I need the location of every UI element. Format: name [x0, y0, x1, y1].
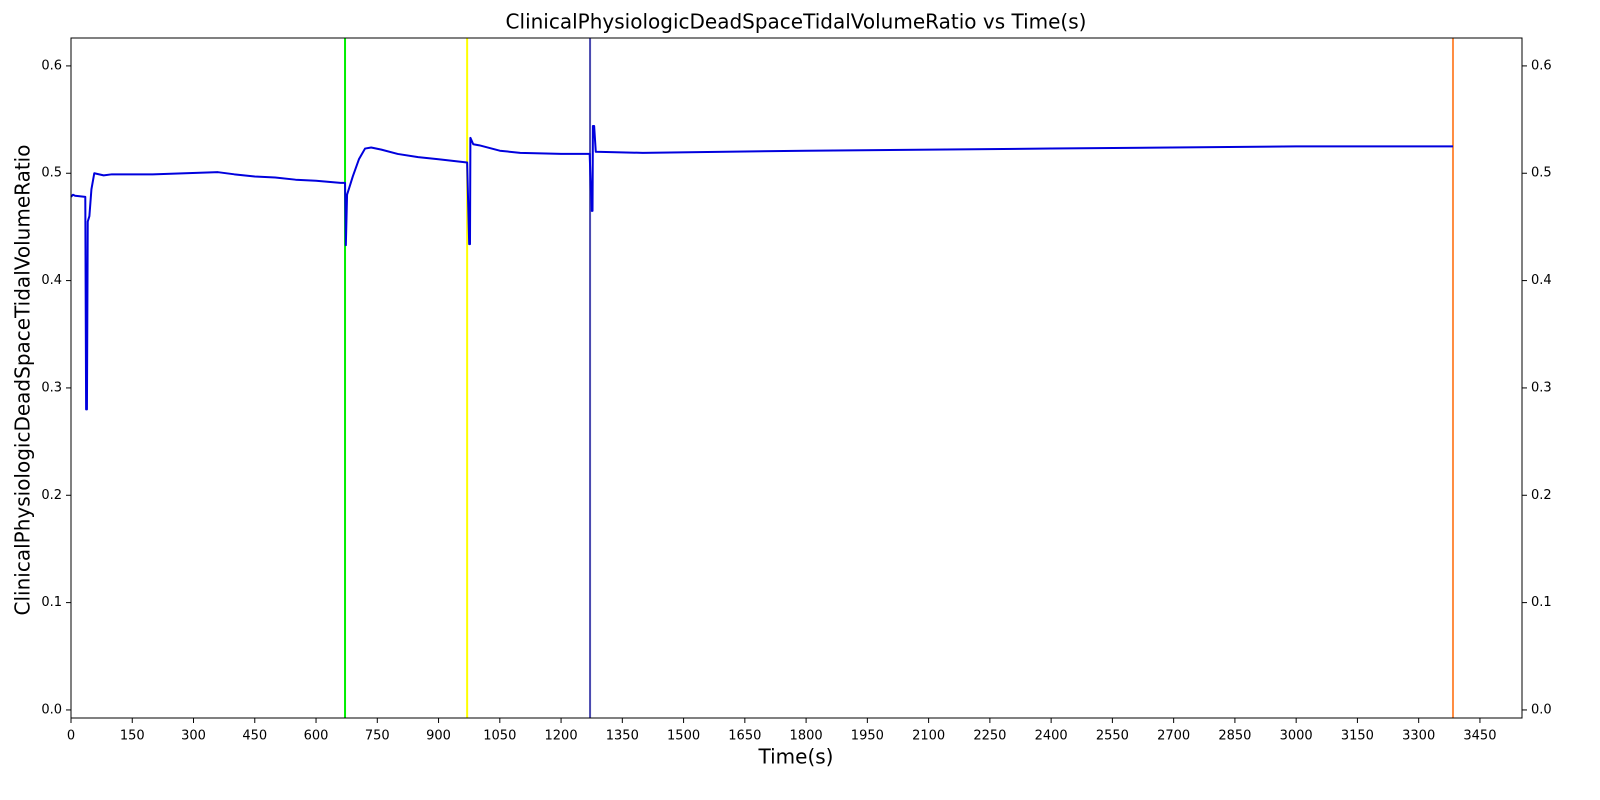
x-tick-label: 3450 — [1463, 729, 1496, 744]
y-axis-label: ClinicalPhysiologicDeadSpaceTidalVolumeR… — [11, 145, 35, 616]
x-tick-label: 150 — [120, 729, 145, 744]
y2-tick-label: 0.2 — [1531, 488, 1552, 503]
x-tick-label: 2700 — [1157, 729, 1190, 744]
chart-title: ClinicalPhysiologicDeadSpaceTidalVolumeR… — [506, 10, 1087, 34]
x-tick-label: 1800 — [790, 729, 823, 744]
y2-tick-label: 0.4 — [1531, 273, 1552, 288]
y-tick-label: 0.3 — [41, 380, 62, 395]
x-tick-label: 600 — [304, 729, 329, 744]
y-tick-label: 0.6 — [41, 58, 62, 73]
y-tick-label: 0.1 — [41, 595, 62, 610]
y2-tick-label: 0.3 — [1531, 380, 1552, 395]
plot-frame — [70, 37, 1523, 719]
x-tick-label: 750 — [365, 729, 390, 744]
x-tick-label: 450 — [242, 729, 267, 744]
y-tick-label: 0.4 — [41, 273, 62, 288]
x-tick-label: 2550 — [1096, 729, 1129, 744]
y-tick-label: 0.2 — [41, 488, 62, 503]
y-tick-label: 0.0 — [41, 702, 62, 717]
y-tick-label: 0.5 — [41, 166, 62, 181]
x-tick-label: 1500 — [667, 729, 700, 744]
x-tick-label: 3300 — [1402, 729, 1435, 744]
x-tick-label: 2100 — [912, 729, 945, 744]
x-tick-label: 1200 — [545, 729, 578, 744]
y2-tick-label: 0.0 — [1531, 702, 1552, 717]
y2-tick-label: 0.5 — [1531, 166, 1552, 181]
x-tick-label: 1350 — [606, 729, 639, 744]
x-tick-label: 1050 — [483, 729, 516, 744]
x-tick-label: 1650 — [728, 729, 761, 744]
x-tick-label: 900 — [426, 729, 451, 744]
data-line — [70, 125, 1453, 411]
x-tick-label: 2250 — [973, 729, 1006, 744]
x-tick-label: 2850 — [1218, 729, 1251, 744]
y2-tick-label: 0.6 — [1531, 58, 1552, 73]
y2-tick-label: 0.1 — [1531, 595, 1552, 610]
x-tick-label: 300 — [181, 729, 206, 744]
x-tick-label: 0 — [67, 729, 75, 744]
x-tick-label: 1950 — [851, 729, 884, 744]
x-axis-label: Time(s) — [758, 745, 834, 769]
x-tick-label: 2400 — [1035, 729, 1068, 744]
x-tick-label: 3150 — [1341, 729, 1374, 744]
x-tick-label: 3000 — [1280, 729, 1313, 744]
